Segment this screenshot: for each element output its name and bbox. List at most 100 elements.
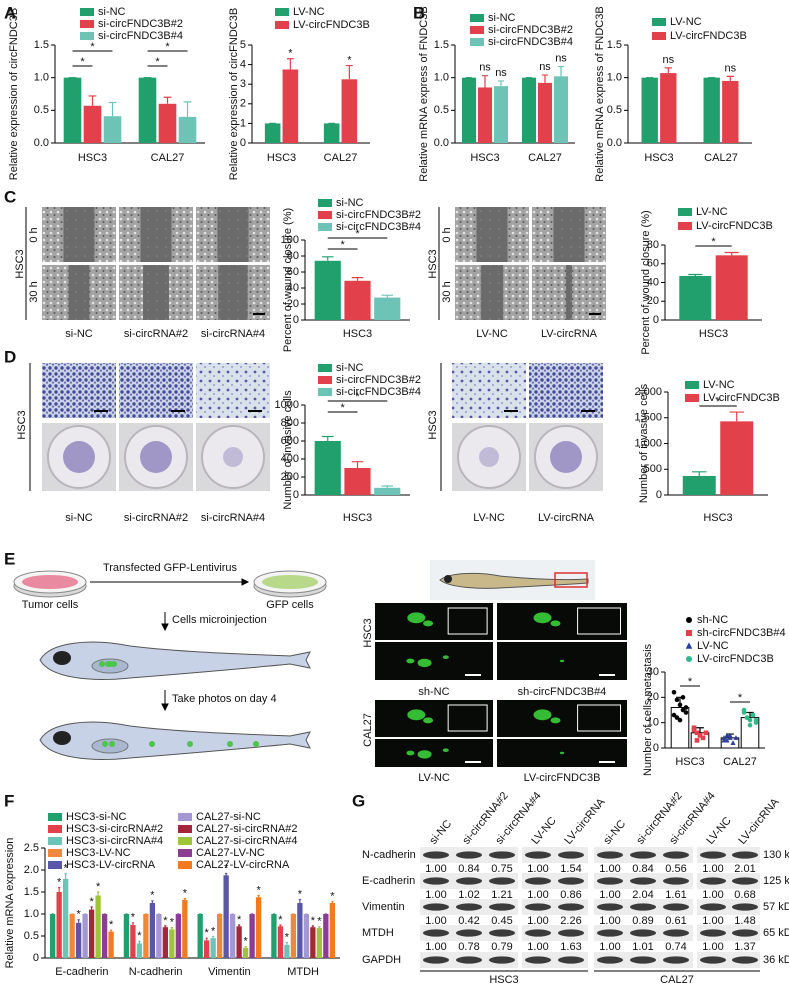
- x-tick-label: MTDH: [287, 966, 319, 978]
- stain-image: [196, 363, 270, 418]
- bar: [255, 897, 262, 958]
- wound-gap: [63, 207, 95, 262]
- band: [456, 903, 482, 911]
- significance-label: *: [237, 914, 242, 926]
- legend-swatch: [48, 837, 62, 845]
- wound-gap: [217, 207, 249, 262]
- error-bar: [64, 872, 67, 879]
- y-tick-label: 0.5: [607, 104, 622, 116]
- quantification: 1.00: [527, 863, 548, 875]
- legend-label: si-circFNDC3B#2: [336, 209, 421, 221]
- data-point: [683, 705, 689, 710]
- legend-label: si-NC: [98, 6, 126, 18]
- error-bar: [481, 75, 489, 88]
- band: [423, 929, 449, 937]
- bar: [521, 77, 537, 143]
- quantification: 1.00: [425, 863, 446, 875]
- bar: [720, 421, 754, 495]
- legend-swatch: [678, 208, 692, 216]
- data-point: [741, 707, 747, 713]
- legend-swatch: [678, 222, 692, 230]
- significance-label: *: [311, 915, 316, 927]
- error-bar: [497, 80, 505, 87]
- image-label: si-circRNA#2: [124, 512, 188, 524]
- band: [489, 851, 515, 859]
- bar: [271, 914, 277, 958]
- bar: [493, 86, 509, 143]
- legend-marker: [685, 642, 693, 649]
- quantification: 1.01: [632, 941, 653, 953]
- y-tick-label: 0: [653, 742, 659, 754]
- image-label: LV-circRNA: [541, 328, 598, 340]
- band: [663, 877, 689, 885]
- y-tick-label: 60: [287, 266, 299, 278]
- error-bar: [163, 96, 172, 104]
- y-tick-label: 400: [281, 453, 299, 465]
- y-tick-label: 2.0: [24, 864, 39, 876]
- band: [456, 929, 482, 937]
- legend-label: HSC3-si-circRNA#2: [66, 823, 163, 835]
- lane-label: LV-circRNA: [736, 796, 782, 847]
- significance-label: *: [90, 41, 95, 53]
- y-tick-label: 0: [653, 314, 659, 326]
- image-label: LV-NC: [473, 512, 505, 524]
- bar: [297, 903, 303, 958]
- band: [732, 956, 758, 964]
- gfp-signal: [407, 612, 426, 624]
- cell-line-label: HSC3: [427, 249, 439, 278]
- band: [423, 851, 449, 859]
- y-tick-label: 3: [240, 78, 246, 90]
- invaded-cells: [140, 441, 172, 473]
- error-bar: [224, 872, 228, 876]
- error-bar: [318, 926, 321, 929]
- significance-label: ns: [662, 54, 674, 66]
- legend-label: si-circFNDC3B#2: [98, 18, 183, 30]
- significance-label: *: [64, 862, 69, 874]
- band: [732, 877, 758, 885]
- legend-swatch: [318, 388, 332, 396]
- bar: [323, 914, 329, 958]
- blot-strip: [697, 899, 760, 915]
- error-bar: [688, 273, 703, 276]
- band: [558, 956, 584, 964]
- quantification: 1.00: [425, 889, 446, 901]
- legend-label: LV-circFNDC3B: [703, 392, 780, 404]
- band: [663, 929, 689, 937]
- y-axis-label: Number of invasive cells: [282, 390, 294, 510]
- well: [457, 425, 521, 489]
- cells: [262, 575, 318, 589]
- data-point: [677, 717, 683, 723]
- quantification: 1.00: [702, 941, 723, 953]
- quantification: 1.00: [425, 915, 446, 927]
- significance-label: *: [165, 41, 170, 53]
- lane-label: LV-NC: [704, 815, 734, 847]
- zoom-box: [447, 704, 488, 732]
- legend-swatch: [275, 21, 289, 29]
- significance-label: *: [688, 676, 693, 688]
- data-point: [671, 689, 677, 695]
- data-point: [697, 733, 703, 738]
- size-label: 57 kDa: [763, 901, 789, 913]
- arrow: [161, 612, 169, 632]
- fluorescence-image: [375, 642, 493, 680]
- y-tick-label: 5: [240, 39, 246, 51]
- bar: [264, 123, 281, 143]
- x-tick-label: HSC3: [699, 328, 728, 340]
- error-bar: [57, 887, 61, 892]
- significance-label: *: [163, 915, 168, 927]
- quantification: 0.84: [458, 863, 479, 875]
- size-label: 36 kDa: [763, 954, 789, 966]
- bar: [553, 76, 569, 143]
- significance-label: *: [89, 896, 94, 908]
- fish: [39, 721, 311, 760]
- bar: [477, 87, 493, 143]
- time-label: 30 h: [441, 281, 453, 302]
- legend-label: CAL27-si-circRNA#4: [196, 835, 297, 847]
- significance-label: *: [298, 888, 303, 900]
- significance-label: *: [155, 56, 160, 68]
- gfp-signal: [406, 750, 415, 756]
- error-bar: [381, 485, 394, 488]
- legend-swatch: [48, 813, 62, 821]
- cell-line-label: HSC3: [16, 410, 28, 439]
- quantification: 0.68: [734, 889, 755, 901]
